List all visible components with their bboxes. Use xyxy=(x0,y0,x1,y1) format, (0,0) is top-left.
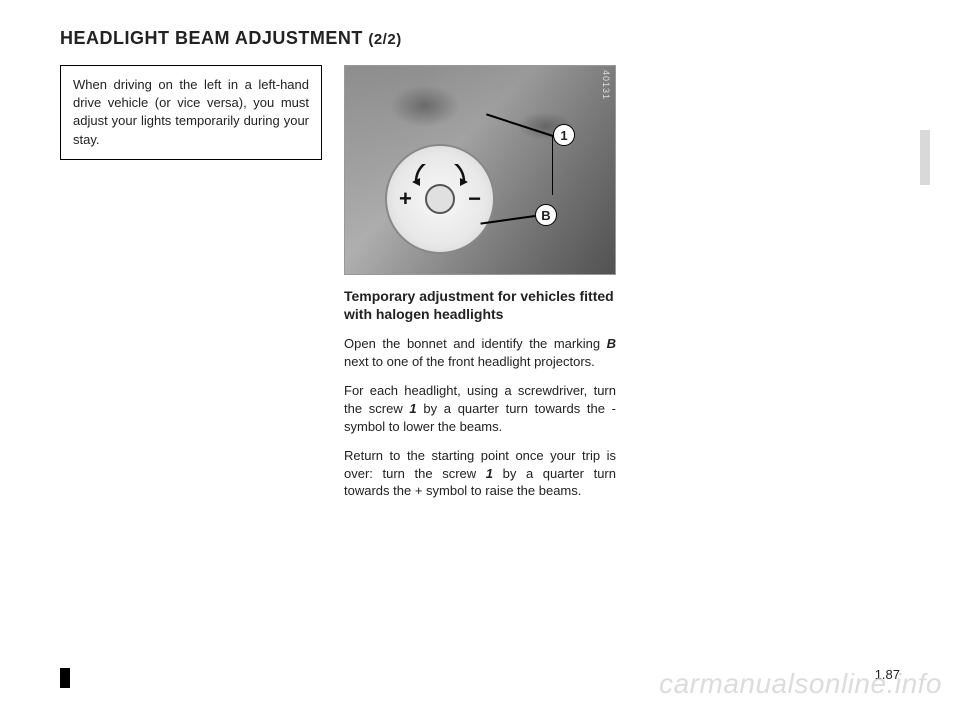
minus-symbol: − xyxy=(468,186,481,212)
adjustment-dial: + − xyxy=(385,144,495,254)
paragraph-3: Return to the starting point once your t… xyxy=(344,447,616,500)
section-subheading: Temporary adjustment for vehicles fitted… xyxy=(344,287,616,323)
title-sub: (2/2) xyxy=(368,31,401,48)
manual-page: HEADLIGHT BEAM ADJUSTMENT (2/2) When dri… xyxy=(0,0,960,710)
callout-b-label: B xyxy=(541,208,550,223)
column-right xyxy=(638,65,900,500)
paragraph-1: Open the bonnet and identify the marking… xyxy=(344,335,616,370)
para3-ref-1: 1 xyxy=(486,466,493,481)
page-corner-marker xyxy=(60,668,70,688)
page-title: HEADLIGHT BEAM ADJUSTMENT (2/2) xyxy=(60,28,900,49)
section-tab-marker xyxy=(920,130,930,185)
callout-b: B xyxy=(535,204,557,226)
advisory-note-text: When driving on the left in a left-hand … xyxy=(73,77,309,147)
para2-ref-1: 1 xyxy=(409,401,416,416)
title-main: HEADLIGHT BEAM ADJUSTMENT xyxy=(60,28,368,48)
para1-ref-b: B xyxy=(607,336,616,351)
para1-text-a: Open the bonnet and identify the marking xyxy=(344,336,607,351)
content-columns: When driving on the left in a left-hand … xyxy=(60,65,900,500)
callout-1-label: 1 xyxy=(560,128,567,143)
paragraph-2: For each headlight, using a screwdriver,… xyxy=(344,382,616,435)
column-middle: 40131 + − 1 B xyxy=(344,65,616,500)
para1-text-b: next to one of the front headlight proje… xyxy=(344,354,595,369)
dial-center xyxy=(425,184,455,214)
advisory-note-box: When driving on the left in a left-hand … xyxy=(60,65,322,160)
rotation-arc-icon xyxy=(412,164,468,186)
leader-line xyxy=(552,135,554,195)
callout-1: 1 xyxy=(553,124,575,146)
plus-symbol: + xyxy=(399,186,412,212)
engine-bay-figure: 40131 + − 1 B xyxy=(344,65,616,275)
figure-id-label: 40131 xyxy=(601,70,611,100)
column-left: When driving on the left in a left-hand … xyxy=(60,65,322,500)
page-number: 1.87 xyxy=(875,667,900,682)
